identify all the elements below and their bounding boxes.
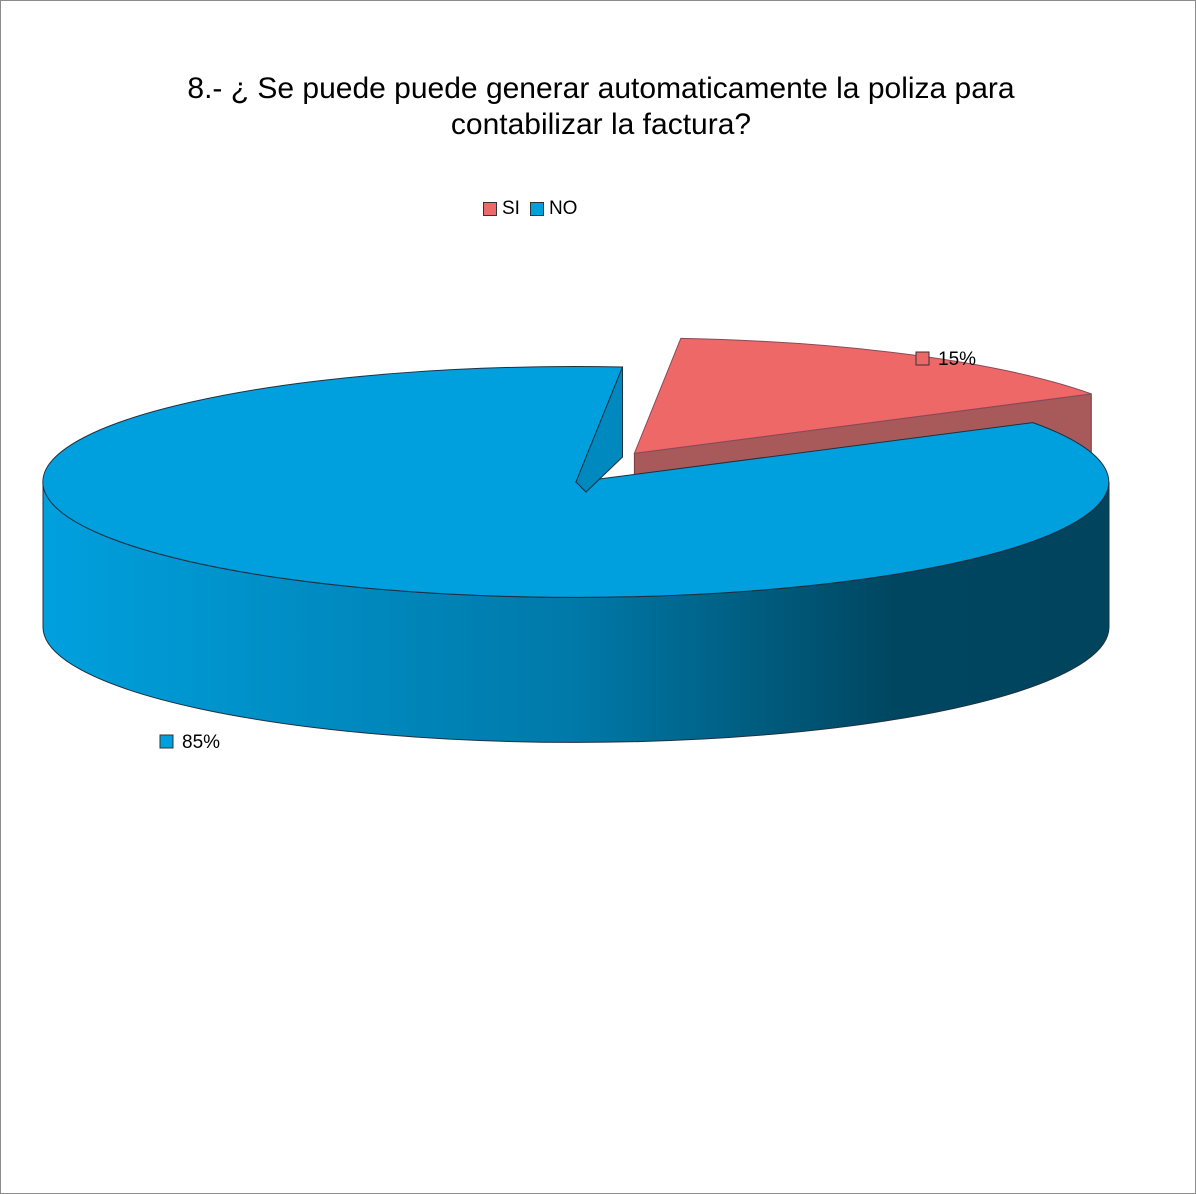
legend-item-no: NO <box>529 198 578 220</box>
legend-swatch-si <box>483 202 497 216</box>
legend-label-si: SI <box>502 198 520 219</box>
data-label-si-swatch <box>915 351 930 366</box>
chart-title-line-1: 8.- ¿ Se puede puede generar automaticam… <box>187 72 1015 105</box>
data-label-no-swatch <box>159 734 174 749</box>
chart-legend: SI NO <box>483 197 587 221</box>
data-label-si: 15% <box>938 349 976 370</box>
legend-label-no: NO <box>548 198 578 219</box>
chart-title: 8.- ¿ Se puede puede generar automaticam… <box>101 71 1101 143</box>
slice-no-inner-wall <box>575 366 623 493</box>
legend-swatch-no <box>529 202 544 216</box>
data-label-no: 85% <box>182 732 220 753</box>
chart-title-line-2: contabilizar la factura? <box>450 108 752 141</box>
legend-item-si: SI <box>483 198 520 220</box>
